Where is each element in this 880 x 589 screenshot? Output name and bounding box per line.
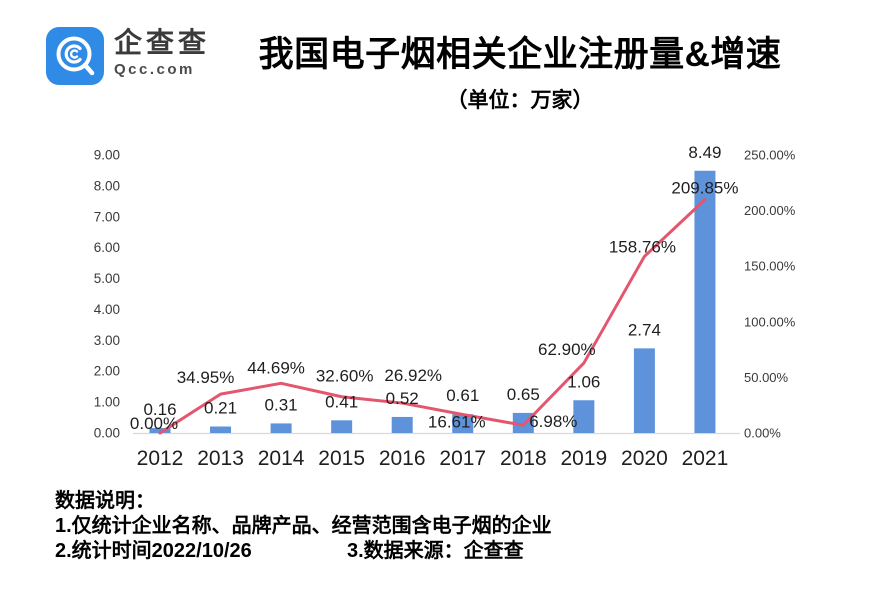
growth-value-label: 62.90% [538, 340, 596, 359]
left-axis-tick: 1.00 [94, 395, 120, 410]
growth-value-label: 0.00% [130, 414, 178, 433]
notes-row: 2.统计时间2022/10/26 3.数据来源：企查查 [55, 539, 552, 564]
bar-value-label: 8.49 [688, 143, 721, 162]
growth-value-label: 44.69% [247, 358, 305, 377]
left-axis-tick: 9.00 [94, 148, 120, 163]
bar-2019 [573, 400, 595, 433]
bar-value-label: 0.16 [143, 400, 176, 419]
growth-value-label: 209.85% [671, 179, 738, 198]
chart: 0.00 1.00 2.00 3.00 4.00 5.00 6.00 7.00 8.00 9.00… [0, 118, 880, 478]
note-line-2: 2.统计时间2022/10/26 [55, 540, 252, 562]
growth-value-label: 34.95% [177, 368, 235, 387]
growth-value-label: 16.61% [428, 413, 486, 432]
left-axis-tick: 6.00 [94, 240, 120, 255]
bar-2015 [331, 420, 353, 433]
right-axis-tick: 50.00% [744, 370, 789, 385]
growth-value-label: 158.76% [609, 237, 676, 256]
notes-heading: 数据说明： [55, 490, 155, 512]
right-axis-tick: 150.00% [744, 259, 796, 274]
title-block: 我国电子烟相关企业注册量&增速 （单位：万家） [215, 26, 825, 114]
page-subtitle: （单位：万家） [446, 89, 594, 112]
right-axis-tick: 250.00% [744, 148, 796, 163]
growth-line [158, 198, 707, 435]
bar-2021 [694, 170, 716, 433]
left-axis-tick: 3.00 [94, 333, 120, 348]
brand-name: 企查查 [114, 27, 211, 58]
bar-2013 [210, 426, 232, 433]
note-line-1: 1.仅统计企业名称、品牌产品、经营范围含电子烟的企业 [55, 515, 552, 537]
data-notes: 数据说明： 1.仅统计企业名称、品牌产品、经营范围含电子烟的企业 2.统计时间2… [55, 489, 552, 564]
bar-value-label: 0.65 [507, 385, 540, 404]
x-axis-label: 2018 [500, 447, 547, 470]
bar-2020 [633, 348, 655, 433]
bar-value-label: 0.61 [446, 386, 479, 405]
growth-value-label: 26.92% [384, 366, 442, 385]
bar-value-label: 0.21 [204, 399, 237, 418]
right-axis-tick: 100.00% [744, 314, 796, 329]
bar-value-label: 2.74 [628, 320, 661, 339]
bar-line-chart: 0.00 1.00 2.00 3.00 4.00 5.00 6.00 7.00 8.00 9.00… [94, 143, 796, 470]
x-axis-label: 2016 [379, 447, 426, 470]
bar-value-label: 0.31 [265, 395, 298, 414]
note-line-3: 3.数据来源：企查查 [347, 540, 524, 562]
x-axis-label: 2021 [682, 447, 729, 470]
right-axis-tick: 0.00% [744, 426, 781, 441]
bar-2016 [391, 416, 413, 433]
left-axis-tick: 8.00 [94, 178, 120, 193]
bar-value-label: 0.52 [386, 389, 419, 408]
growth-value-label: 32.60% [316, 367, 374, 386]
bar-2012 [149, 428, 171, 433]
x-axis-label: 2012 [137, 447, 184, 470]
bar-value-label: 1.06 [567, 372, 600, 391]
bar-2017 [452, 414, 474, 433]
bar-2014 [270, 423, 292, 433]
right-axis-tick: 200.00% [744, 203, 796, 218]
left-axis-tick: 0.00 [94, 426, 120, 441]
left-axis-tick: 5.00 [94, 271, 120, 286]
bar-value-label: 0.41 [325, 392, 358, 411]
brand-domain: Qcc.com [114, 61, 195, 78]
x-axis-label: 2020 [621, 447, 668, 470]
x-axis-label: 2019 [560, 447, 607, 470]
page-title: 我国电子烟相关企业注册量&增速 [258, 35, 782, 74]
x-axis-label: 2015 [318, 447, 365, 470]
x-axis-label: 2013 [197, 447, 244, 470]
x-axis-label: 2014 [258, 447, 305, 470]
qcc-logo-icon [46, 27, 104, 85]
left-axis-tick: 4.00 [94, 302, 120, 317]
brand-text: 企查查 Qcc.com [114, 27, 211, 78]
left-axis-tick: 2.00 [94, 364, 120, 379]
x-axis-label: 2017 [439, 447, 486, 470]
left-axis-tick: 7.00 [94, 209, 120, 224]
growth-value-label: 6.98% [529, 412, 577, 431]
